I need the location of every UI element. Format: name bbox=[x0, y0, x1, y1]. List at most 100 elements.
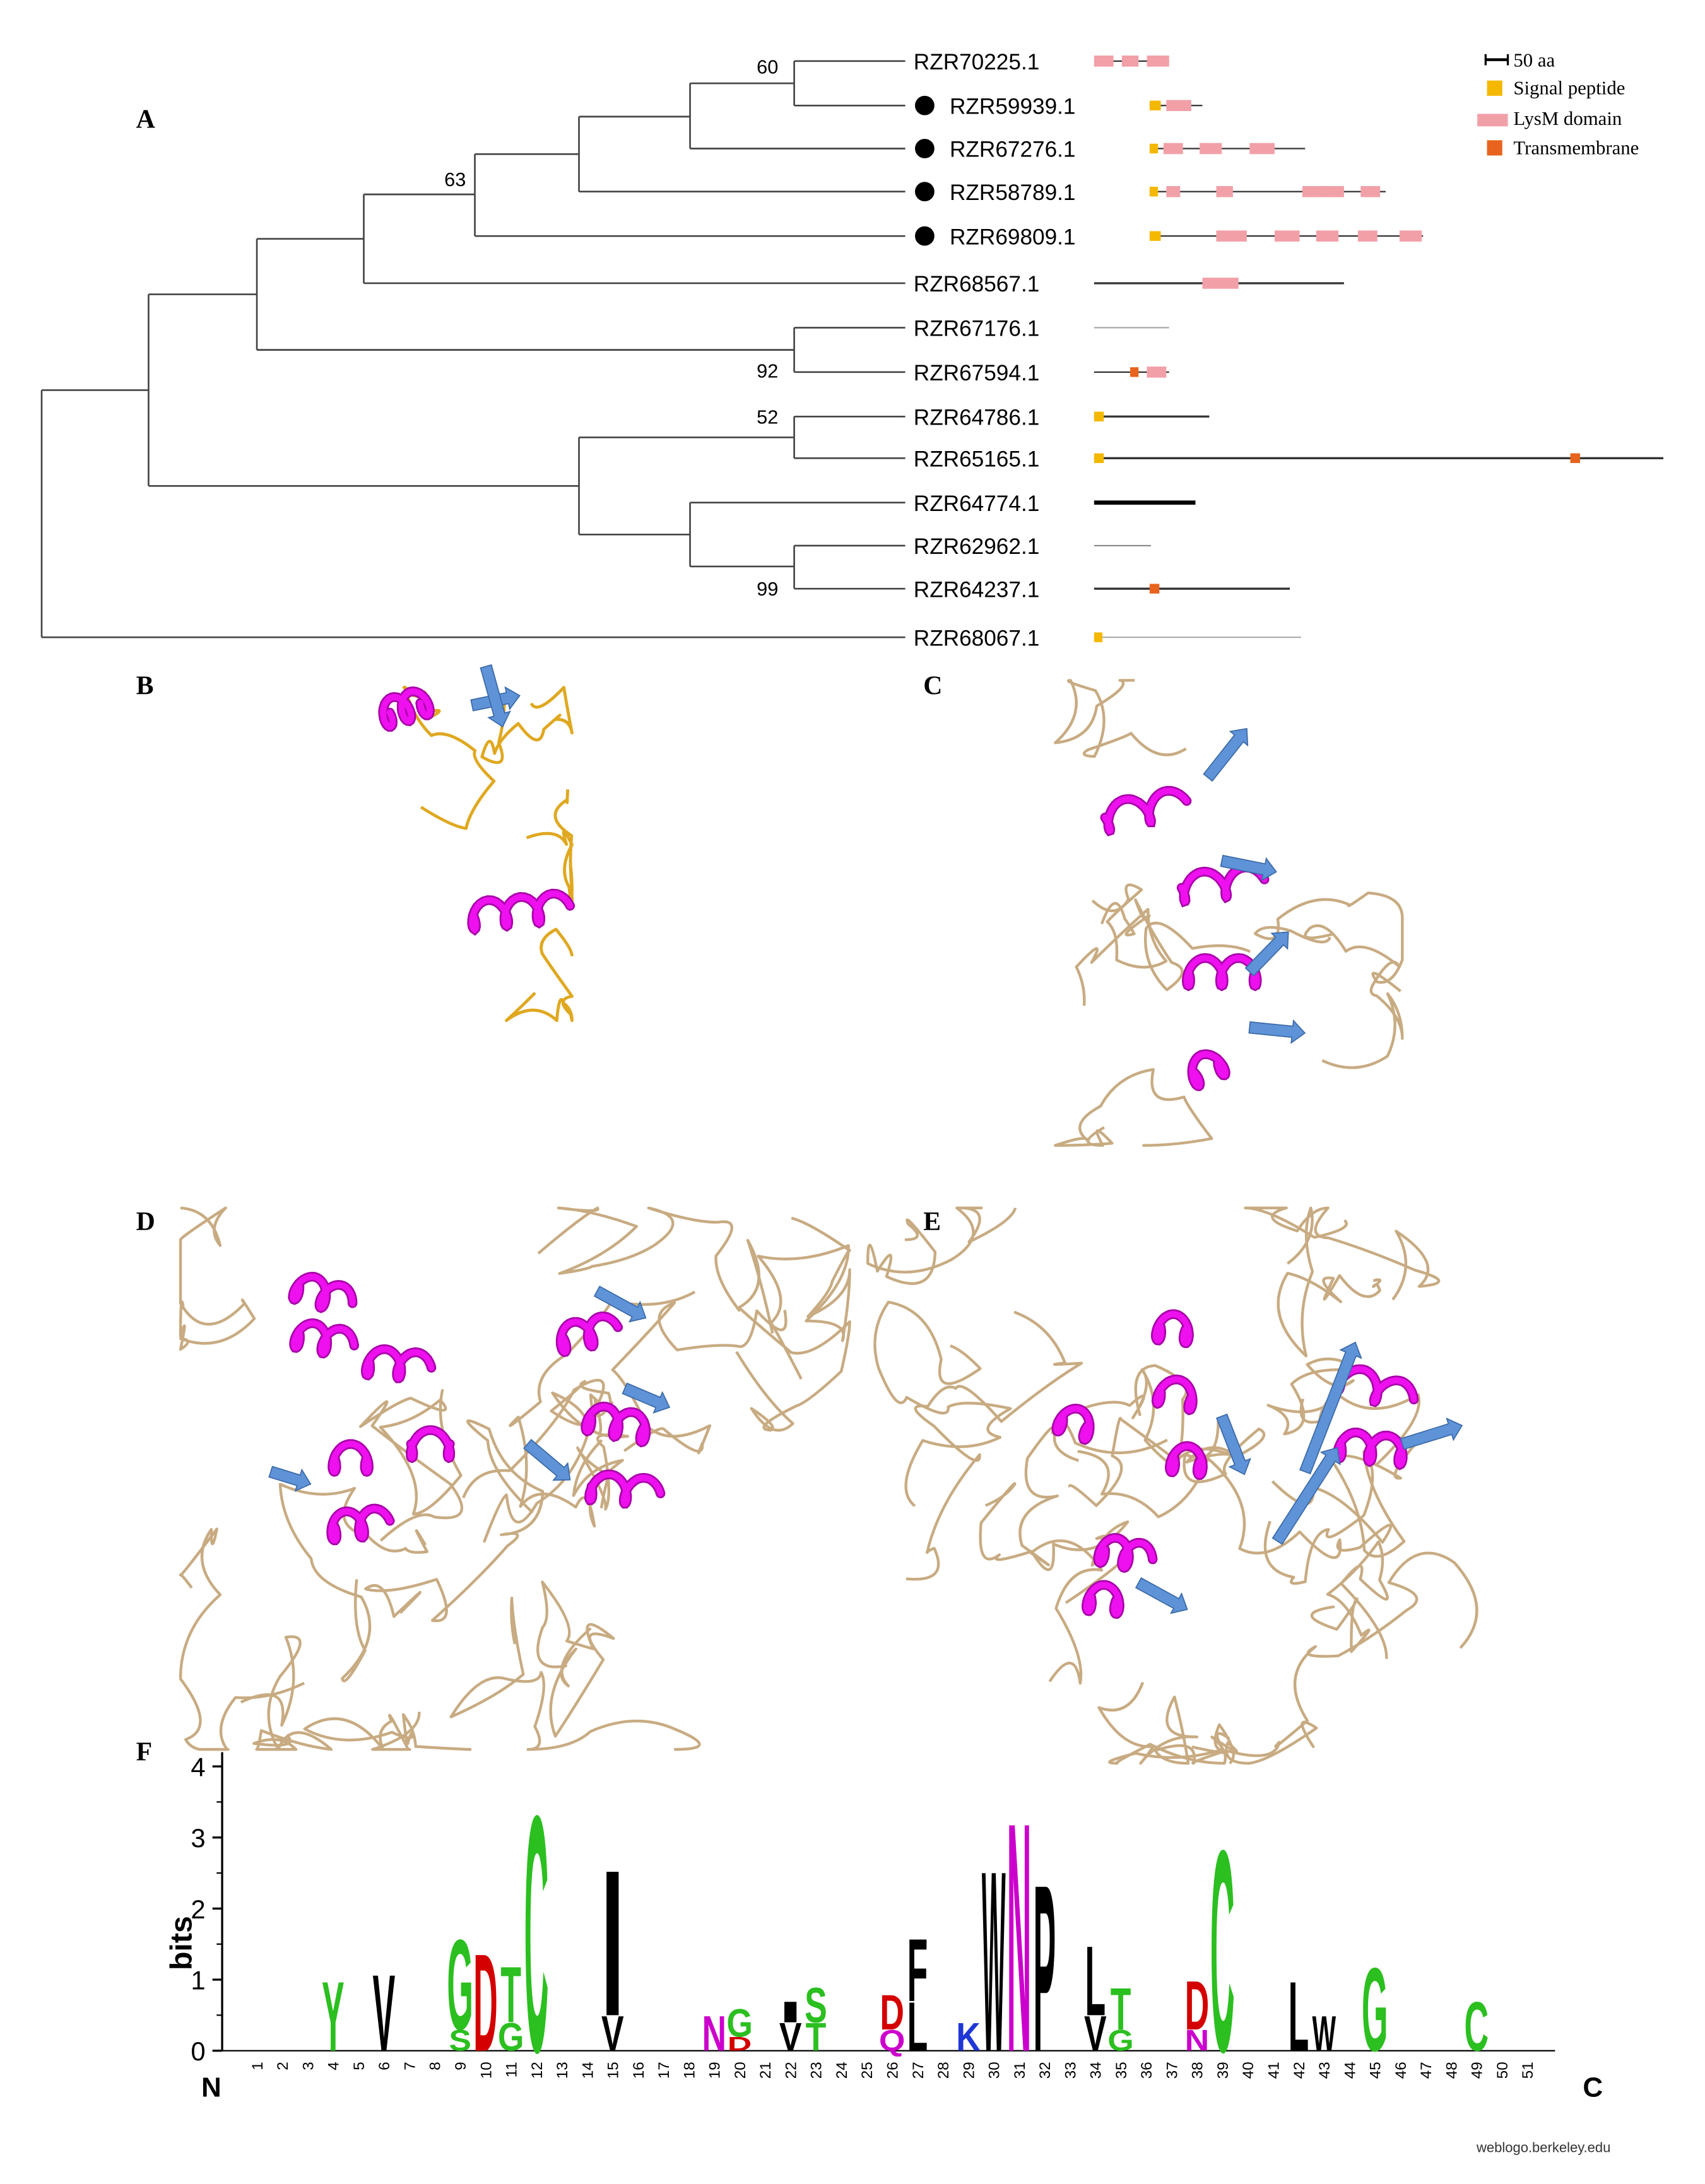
helix bbox=[1183, 954, 1260, 990]
domain bbox=[1147, 367, 1167, 378]
x-tick-label: 4 bbox=[326, 2062, 343, 2070]
domain bbox=[1249, 143, 1275, 155]
x-tick-label: 39 bbox=[1215, 2062, 1232, 2079]
marker-dot bbox=[915, 95, 935, 115]
domain bbox=[1166, 100, 1191, 112]
x-tick-label: 42 bbox=[1291, 2062, 1308, 2079]
coil bbox=[359, 1388, 464, 1542]
coil bbox=[537, 1206, 741, 1312]
strand bbox=[1203, 727, 1249, 782]
logo-letter: W bbox=[1312, 2007, 1336, 2062]
logo-letter: V bbox=[373, 1952, 396, 2074]
domain bbox=[1149, 143, 1159, 154]
helix bbox=[362, 1346, 435, 1382]
marker-dot bbox=[915, 226, 935, 246]
leaf-label: RZR58789.1 bbox=[950, 180, 1075, 205]
panel-label: A bbox=[136, 105, 155, 134]
domain bbox=[1149, 584, 1160, 594]
coil bbox=[735, 1238, 851, 1432]
domain bbox=[1147, 56, 1169, 67]
coil bbox=[1244, 1206, 1441, 1301]
coil bbox=[1077, 1450, 1393, 1559]
x-tick-label: 11 bbox=[504, 2062, 521, 2077]
coil bbox=[1097, 1682, 1228, 1765]
helix bbox=[1189, 1051, 1229, 1089]
domain bbox=[1163, 143, 1183, 155]
coil bbox=[179, 1527, 305, 1751]
logo-letter: T bbox=[806, 2016, 827, 2060]
logo-letter: I bbox=[601, 1828, 624, 2060]
bootstrap-value: 99 bbox=[757, 578, 778, 600]
strand bbox=[593, 1285, 647, 1323]
x-tick-label: 7 bbox=[401, 2062, 418, 2070]
panel-label: C bbox=[923, 671, 942, 700]
coil bbox=[866, 1206, 1017, 1285]
logo-letter: F bbox=[907, 1920, 928, 2021]
marker-dot bbox=[915, 182, 935, 202]
leaf-label: RZR62962.1 bbox=[914, 534, 1039, 559]
strand bbox=[1248, 1019, 1306, 1044]
x-tick-label: 13 bbox=[554, 2062, 571, 2079]
logo-letter: W bbox=[982, 1817, 1006, 2106]
bootstrap-value: 92 bbox=[757, 360, 778, 382]
x-tick-label: 50 bbox=[1494, 2062, 1511, 2079]
x-tick-label: 29 bbox=[960, 2062, 977, 2079]
coil bbox=[873, 1300, 1012, 1508]
helix bbox=[1166, 1443, 1206, 1479]
domain bbox=[1302, 185, 1328, 197]
legend-swatch bbox=[1487, 140, 1502, 156]
x-tick-label: 38 bbox=[1189, 2062, 1206, 2079]
leaf-label: RZR69809.1 bbox=[950, 225, 1075, 249]
logo-letter: G bbox=[447, 1913, 473, 2057]
coil bbox=[536, 1580, 615, 1738]
logo-letter: T bbox=[1111, 1976, 1131, 2043]
logo-letter: V bbox=[601, 2007, 624, 2062]
logo-letter: L bbox=[1085, 1925, 1106, 2036]
bootstrap-value: 63 bbox=[444, 168, 466, 191]
coil bbox=[364, 1419, 545, 1623]
leaf-label: RZR64237.1 bbox=[914, 577, 1039, 602]
coil bbox=[449, 1597, 701, 1751]
helix bbox=[1095, 1534, 1156, 1571]
coil bbox=[906, 1310, 1083, 1581]
x-tick-label: 30 bbox=[986, 2062, 1003, 2079]
helix bbox=[557, 1313, 622, 1356]
logo-letter: G bbox=[1362, 1944, 1388, 2077]
helix bbox=[291, 1320, 358, 1357]
logo-letter: G bbox=[498, 2016, 524, 2060]
y-tick-label: 1 bbox=[191, 1965, 205, 1995]
domain bbox=[1216, 185, 1233, 197]
x-tick-label: 48 bbox=[1443, 2062, 1460, 2079]
helix bbox=[1102, 787, 1190, 835]
coil bbox=[1304, 924, 1404, 1069]
domain bbox=[1316, 230, 1339, 242]
x-tick-label: 24 bbox=[834, 2062, 851, 2079]
helix bbox=[586, 1471, 664, 1507]
domain bbox=[1094, 411, 1104, 421]
x-tick-label: 43 bbox=[1316, 2062, 1333, 2079]
coil bbox=[1266, 1357, 1420, 1465]
coil bbox=[179, 1206, 256, 1351]
x-tick-label: 20 bbox=[732, 2062, 749, 2079]
domain bbox=[1149, 100, 1161, 110]
logo-letter: D bbox=[1185, 1968, 1210, 2045]
helix bbox=[380, 688, 434, 731]
domain bbox=[1094, 453, 1104, 463]
coil bbox=[393, 686, 496, 830]
logo-letter: L bbox=[1289, 1961, 1309, 2072]
x-tick-label: 14 bbox=[579, 2062, 596, 2079]
logo-letter: P bbox=[1033, 1836, 1056, 2101]
domain bbox=[1094, 56, 1114, 67]
x-tick-label: 21 bbox=[757, 2062, 774, 2079]
x-tick-label: 26 bbox=[885, 2062, 902, 2079]
coil bbox=[1253, 891, 1404, 992]
domain bbox=[1149, 187, 1159, 197]
x-tick-label: 31 bbox=[1012, 2062, 1029, 2079]
x-tick-label: 15 bbox=[605, 2062, 622, 2079]
logo-letter: I bbox=[779, 1995, 802, 2029]
y-tick-label: 3 bbox=[191, 1823, 205, 1853]
leaf-label: RZR65165.1 bbox=[914, 447, 1039, 471]
coil bbox=[505, 927, 574, 1023]
strand bbox=[1216, 1413, 1251, 1476]
